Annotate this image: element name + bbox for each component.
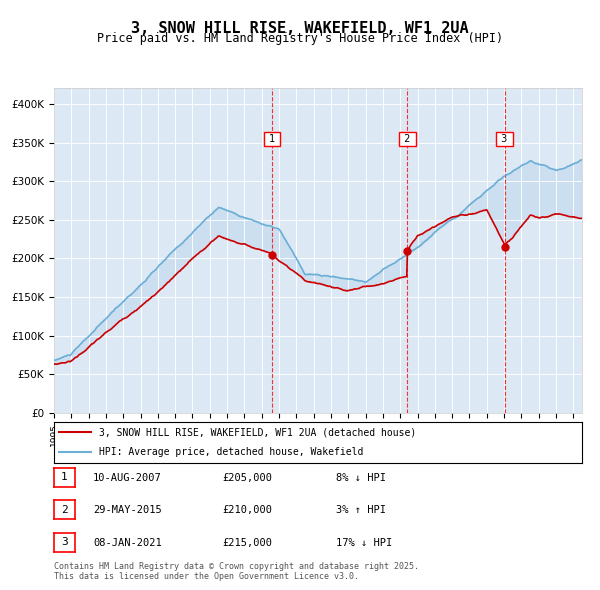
- Text: HPI: Average price, detached house, Wakefield: HPI: Average price, detached house, Wake…: [99, 447, 363, 457]
- Text: 29-MAY-2015: 29-MAY-2015: [93, 506, 162, 515]
- Text: 8% ↓ HPI: 8% ↓ HPI: [336, 473, 386, 483]
- Text: 3: 3: [499, 134, 511, 144]
- Text: 3, SNOW HILL RISE, WAKEFIELD, WF1 2UA (detached house): 3, SNOW HILL RISE, WAKEFIELD, WF1 2UA (d…: [99, 427, 416, 437]
- Text: Contains HM Land Registry data © Crown copyright and database right 2025.
This d: Contains HM Land Registry data © Crown c…: [54, 562, 419, 581]
- Text: £205,000: £205,000: [222, 473, 272, 483]
- Text: 3, SNOW HILL RISE, WAKEFIELD, WF1 2UA: 3, SNOW HILL RISE, WAKEFIELD, WF1 2UA: [131, 21, 469, 35]
- Text: 3: 3: [61, 537, 68, 547]
- Text: Price paid vs. HM Land Registry's House Price Index (HPI): Price paid vs. HM Land Registry's House …: [97, 32, 503, 45]
- Text: 2: 2: [61, 505, 68, 514]
- Text: 17% ↓ HPI: 17% ↓ HPI: [336, 538, 392, 548]
- Text: 2: 2: [401, 134, 413, 144]
- Text: 1: 1: [266, 134, 278, 144]
- Text: 1: 1: [61, 473, 68, 482]
- Text: £215,000: £215,000: [222, 538, 272, 548]
- Text: £210,000: £210,000: [222, 506, 272, 515]
- Text: 3% ↑ HPI: 3% ↑ HPI: [336, 506, 386, 515]
- Text: 10-AUG-2007: 10-AUG-2007: [93, 473, 162, 483]
- Text: 08-JAN-2021: 08-JAN-2021: [93, 538, 162, 548]
